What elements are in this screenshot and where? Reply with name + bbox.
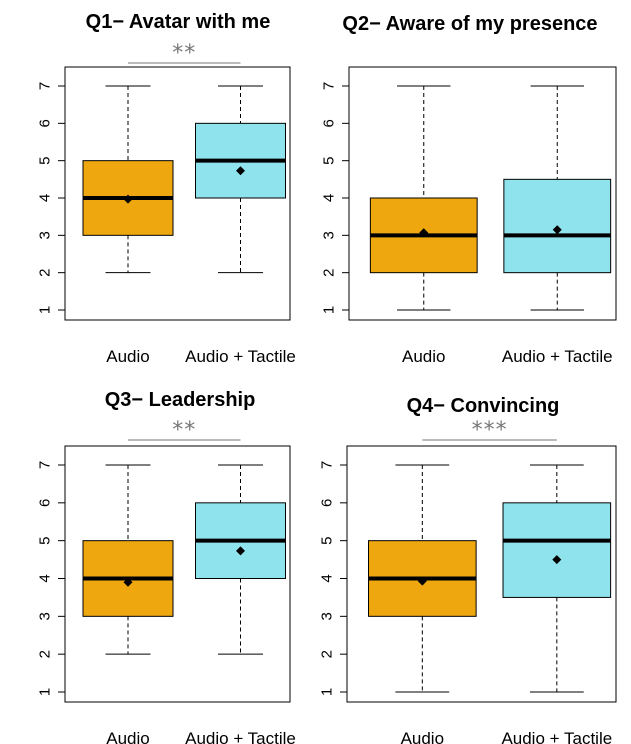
chart-title: Q4− Convincing — [407, 395, 560, 417]
iqr-box — [502, 502, 612, 598]
boxplot-panel-q4: Q4− Convincing*** 1 2 3 4 5 6 7 Audio Audio + Tac… — [319, 395, 617, 744]
significance-stars: *** — [472, 418, 508, 443]
boxplot-panel-q3: Q3− Leadership ** 1 2 3 4 5 6 7 Audio Audio + Tact… — [37, 389, 296, 744]
boxplot-panel-q1: Q1− Avatar with me ** 1 2 3 4 5 6 7 Audio Audio + … — [37, 11, 296, 366]
y-tick-label: 3 — [37, 612, 54, 620]
y-tick-label: 4 — [37, 574, 54, 582]
y-tick-label: 2 — [321, 268, 338, 276]
significance-stars: ** — [172, 41, 196, 66]
x-category-label: Audio — [106, 347, 149, 366]
y-tick-label: 5 — [37, 536, 54, 544]
y-tick-label: 1 — [37, 688, 54, 696]
y-tick-label: 5 — [321, 156, 338, 164]
mean-marker — [123, 194, 133, 204]
box-audio-tactile — [503, 85, 612, 311]
mean-marker — [123, 577, 133, 587]
y-tick-label: 4 — [321, 194, 338, 202]
y-tick-label: 4 — [37, 194, 54, 202]
mean-marker — [552, 555, 562, 565]
chart-title: Q3− Leadership — [105, 389, 256, 411]
y-tick-label: 1 — [321, 306, 338, 314]
y-tick-label: 2 — [37, 650, 54, 658]
y-tick-label: 7 — [321, 82, 338, 90]
y-tick-label: 3 — [321, 231, 338, 239]
y-tick-label: 7 — [319, 461, 336, 469]
mean-marker — [417, 576, 427, 586]
box-audio — [369, 85, 478, 311]
mean-marker — [236, 546, 245, 556]
y-tick-label: 1 — [319, 688, 336, 696]
mean-marker — [552, 225, 562, 235]
box-audio-tactile — [502, 464, 612, 693]
x-category-label: Audio + Tactile — [502, 347, 613, 366]
y-tick-label: 6 — [37, 499, 54, 507]
plot-frame — [348, 66, 617, 321]
plot-frame — [64, 66, 291, 321]
y-tick-label: 4 — [319, 574, 336, 582]
x-category-label: Audio + Tactile — [185, 729, 296, 744]
box-audio-tactile — [195, 85, 286, 274]
y-tick-label: 2 — [37, 268, 54, 276]
chart-title: Q2− Aware of my presence — [342, 13, 597, 35]
mean-marker — [419, 228, 429, 238]
y-tick-label: 6 — [319, 499, 336, 507]
mean-marker — [236, 166, 245, 176]
box-audio-tactile — [195, 464, 286, 655]
box-audio — [82, 85, 174, 274]
x-category-label: Audio — [401, 729, 444, 744]
x-category-label: Audio + Tactile — [185, 347, 296, 366]
y-tick-label: 3 — [37, 231, 54, 239]
y-tick-label: 7 — [37, 82, 54, 90]
x-category-label: Audio + Tactile — [501, 729, 612, 744]
box-audio — [82, 464, 174, 655]
y-tick-label: 7 — [37, 461, 54, 469]
y-tick-label: 5 — [319, 536, 336, 544]
y-tick-label: 6 — [321, 119, 338, 127]
x-category-label: Audio — [106, 729, 149, 744]
y-tick-label: 3 — [319, 612, 336, 620]
x-category-label: Audio — [402, 347, 445, 366]
y-tick-label: 2 — [319, 650, 336, 658]
plot-frame — [64, 445, 291, 703]
plot-frame — [346, 445, 617, 703]
significance-stars: ** — [172, 418, 196, 443]
box-audio — [368, 464, 477, 693]
chart-title: Q1− Avatar with me — [86, 11, 271, 33]
boxplot-panel-q2: Q2− Aware of my presence 1 2 3 4 5 6 7 Audio Audi… — [321, 13, 617, 366]
y-tick-label: 6 — [37, 119, 54, 127]
y-tick-label: 5 — [37, 156, 54, 164]
y-tick-label: 1 — [37, 306, 54, 314]
